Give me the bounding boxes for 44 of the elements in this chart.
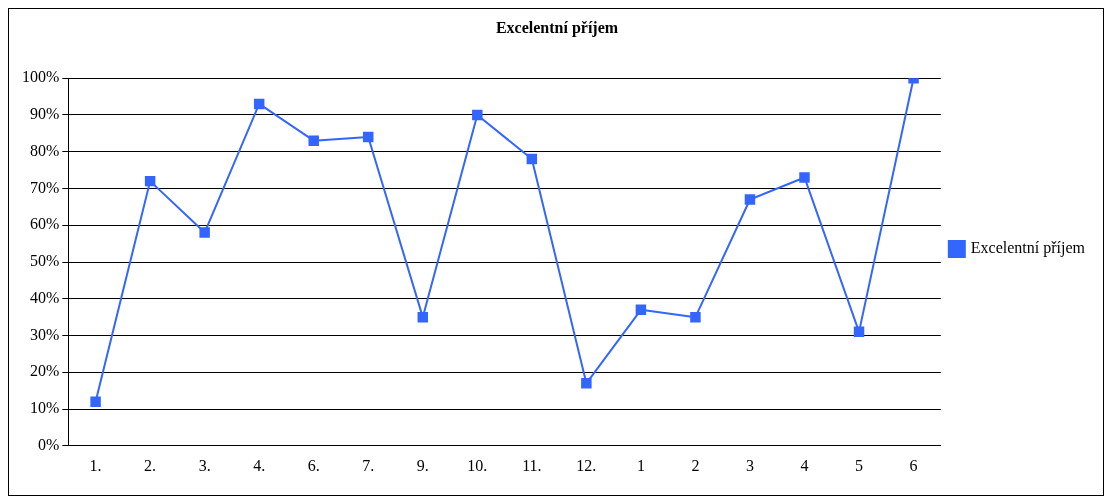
point [853, 326, 865, 338]
point [417, 311, 429, 323]
x-tick-label: 3 [745, 456, 754, 474]
point [581, 378, 592, 389]
x-tick-label: 11. [522, 456, 542, 474]
y-tick-label: 70% [30, 178, 60, 196]
x-tick-label: 1 [636, 456, 645, 474]
y-tick-label: 50% [30, 252, 60, 270]
x-tick-label: 2. [144, 456, 157, 474]
x-tick-label: 1. [89, 456, 102, 474]
point [799, 172, 810, 183]
x-tick-label: 6. [307, 456, 320, 474]
y-tick-label: 0% [38, 436, 60, 453]
x-tick-label: 9. [416, 456, 429, 474]
chart-title: Excelentní příjem [495, 18, 619, 37]
x-tick-label: 10. [467, 456, 488, 474]
y-tick-label: 20% [30, 362, 60, 380]
point [253, 98, 265, 110]
x-tick-label: 6 [909, 456, 918, 474]
point [690, 311, 701, 323]
x-tick-label: 3. [198, 456, 211, 474]
point [363, 131, 374, 143]
point [144, 175, 156, 187]
point [635, 304, 647, 316]
x-tick-label: 12. [576, 456, 597, 474]
y-tick-label: 40% [30, 288, 60, 306]
point [744, 194, 756, 205]
y-tick-label: 90% [30, 105, 60, 123]
x-tick-label: 4. [253, 456, 266, 474]
point [308, 135, 319, 146]
legend-label: Excelentní příjem [970, 239, 1086, 258]
y-tick-label: 80% [30, 141, 60, 159]
y-tick-label: 60% [30, 215, 60, 233]
y-tick-label: 100% [22, 68, 60, 86]
point [526, 153, 538, 165]
point [472, 109, 483, 121]
point [199, 227, 210, 238]
x-tick-label: 2 [691, 456, 700, 474]
x-tick-label: 5 [855, 456, 864, 474]
point [90, 396, 101, 407]
y-tick-label: 30% [30, 325, 60, 343]
x-tick-label: 7. [362, 456, 375, 474]
x-tick-label: 4 [800, 456, 809, 474]
y-tick-label: 10% [30, 399, 60, 417]
